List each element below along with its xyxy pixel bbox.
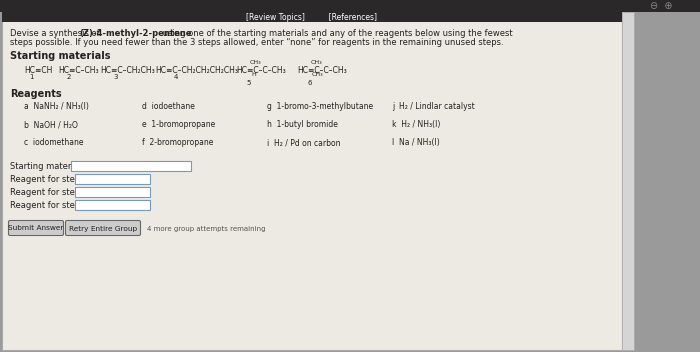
Bar (0, 0, 700, 12)
Text: Starting material: Starting material (10, 162, 81, 171)
Text: HC≡C–C–CH₃: HC≡C–C–CH₃ (297, 66, 346, 75)
Text: 5: 5 (246, 80, 251, 86)
Text: 4: 4 (174, 74, 179, 80)
Text: Reagents: Reagents (10, 89, 62, 99)
FancyBboxPatch shape (66, 220, 141, 235)
Text: CH₃: CH₃ (311, 60, 323, 65)
Bar (622, 12, 634, 350)
Bar (2, 12, 622, 350)
Text: c  iodomethane: c iodomethane (24, 138, 83, 147)
Text: f  2-bromopropane: f 2-bromopropane (142, 138, 214, 147)
Text: d  iodoethane: d iodoethane (142, 102, 195, 111)
Text: 1: 1 (29, 74, 34, 80)
Bar (75, 200, 150, 210)
Text: h  1-butyl bromide: h 1-butyl bromide (267, 120, 338, 129)
Text: Retry Entire Group: Retry Entire Group (69, 226, 137, 232)
Text: b  NaOH / H₂O: b NaOH / H₂O (24, 120, 78, 129)
Text: ⊖  ⊕: ⊖ ⊕ (650, 1, 673, 11)
Text: l  Na / NH₃(l): l Na / NH₃(l) (392, 138, 440, 147)
Text: 6: 6 (307, 80, 312, 86)
Text: CH₃: CH₃ (312, 72, 323, 77)
Text: g  1-bromo-3-methylbutane: g 1-bromo-3-methylbutane (267, 102, 373, 111)
Text: i  H₂ / Pd on carbon: i H₂ / Pd on carbon (267, 138, 340, 147)
Text: HC≡C–CH₂CH₂CH₂CH₃: HC≡C–CH₂CH₂CH₂CH₃ (155, 66, 238, 75)
Text: k  H₂ / NH₃(l): k H₂ / NH₃(l) (392, 120, 440, 129)
Bar (2, 12, 622, 22)
Text: steps possible. If you need fewer than the 3 steps allowed, enter “none” for rea: steps possible. If you need fewer than t… (10, 38, 503, 47)
Text: Reagent for step 2: Reagent for step 2 (10, 188, 88, 197)
Text: Reagent for step 1: Reagent for step 1 (10, 175, 88, 184)
Text: H: H (251, 72, 256, 77)
Text: Reagent for step 3: Reagent for step 3 (10, 201, 88, 210)
FancyBboxPatch shape (8, 220, 64, 235)
Text: (Z)-4-methyl-2-pentene: (Z)-4-methyl-2-pentene (79, 29, 192, 38)
Text: j  H₂ / Lindlar catalyst: j H₂ / Lindlar catalyst (392, 102, 475, 111)
Text: Starting materials: Starting materials (10, 51, 111, 61)
Text: [Review Topics]          [References]: [Review Topics] [References] (246, 13, 377, 22)
Text: a  NaNH₂ / NH₃(l): a NaNH₂ / NH₃(l) (24, 102, 89, 111)
Text: CH₃: CH₃ (250, 60, 262, 65)
Text: Devise a synthesis of: Devise a synthesis of (10, 29, 102, 38)
Text: e  1-bromopropane: e 1-bromopropane (142, 120, 216, 129)
Text: HC≡C–CH₃: HC≡C–CH₃ (58, 66, 99, 75)
Bar (75, 174, 150, 184)
Bar (75, 187, 150, 197)
Text: HC≡CH: HC≡CH (24, 66, 52, 75)
Text: HC≡C–C–CH₃: HC≡C–C–CH₃ (236, 66, 286, 75)
Text: HC≡C–CH₂CH₃: HC≡C–CH₂CH₃ (100, 66, 155, 75)
Bar (71, 161, 191, 171)
Text: 2: 2 (67, 74, 71, 80)
Text: 3: 3 (113, 74, 118, 80)
Text: 4 more group attempts remaining: 4 more group attempts remaining (147, 226, 265, 232)
Text: using one of the starting materials and any of the reagents below using the fewe: using one of the starting materials and … (160, 29, 512, 38)
Text: Submit Answer: Submit Answer (8, 226, 64, 232)
